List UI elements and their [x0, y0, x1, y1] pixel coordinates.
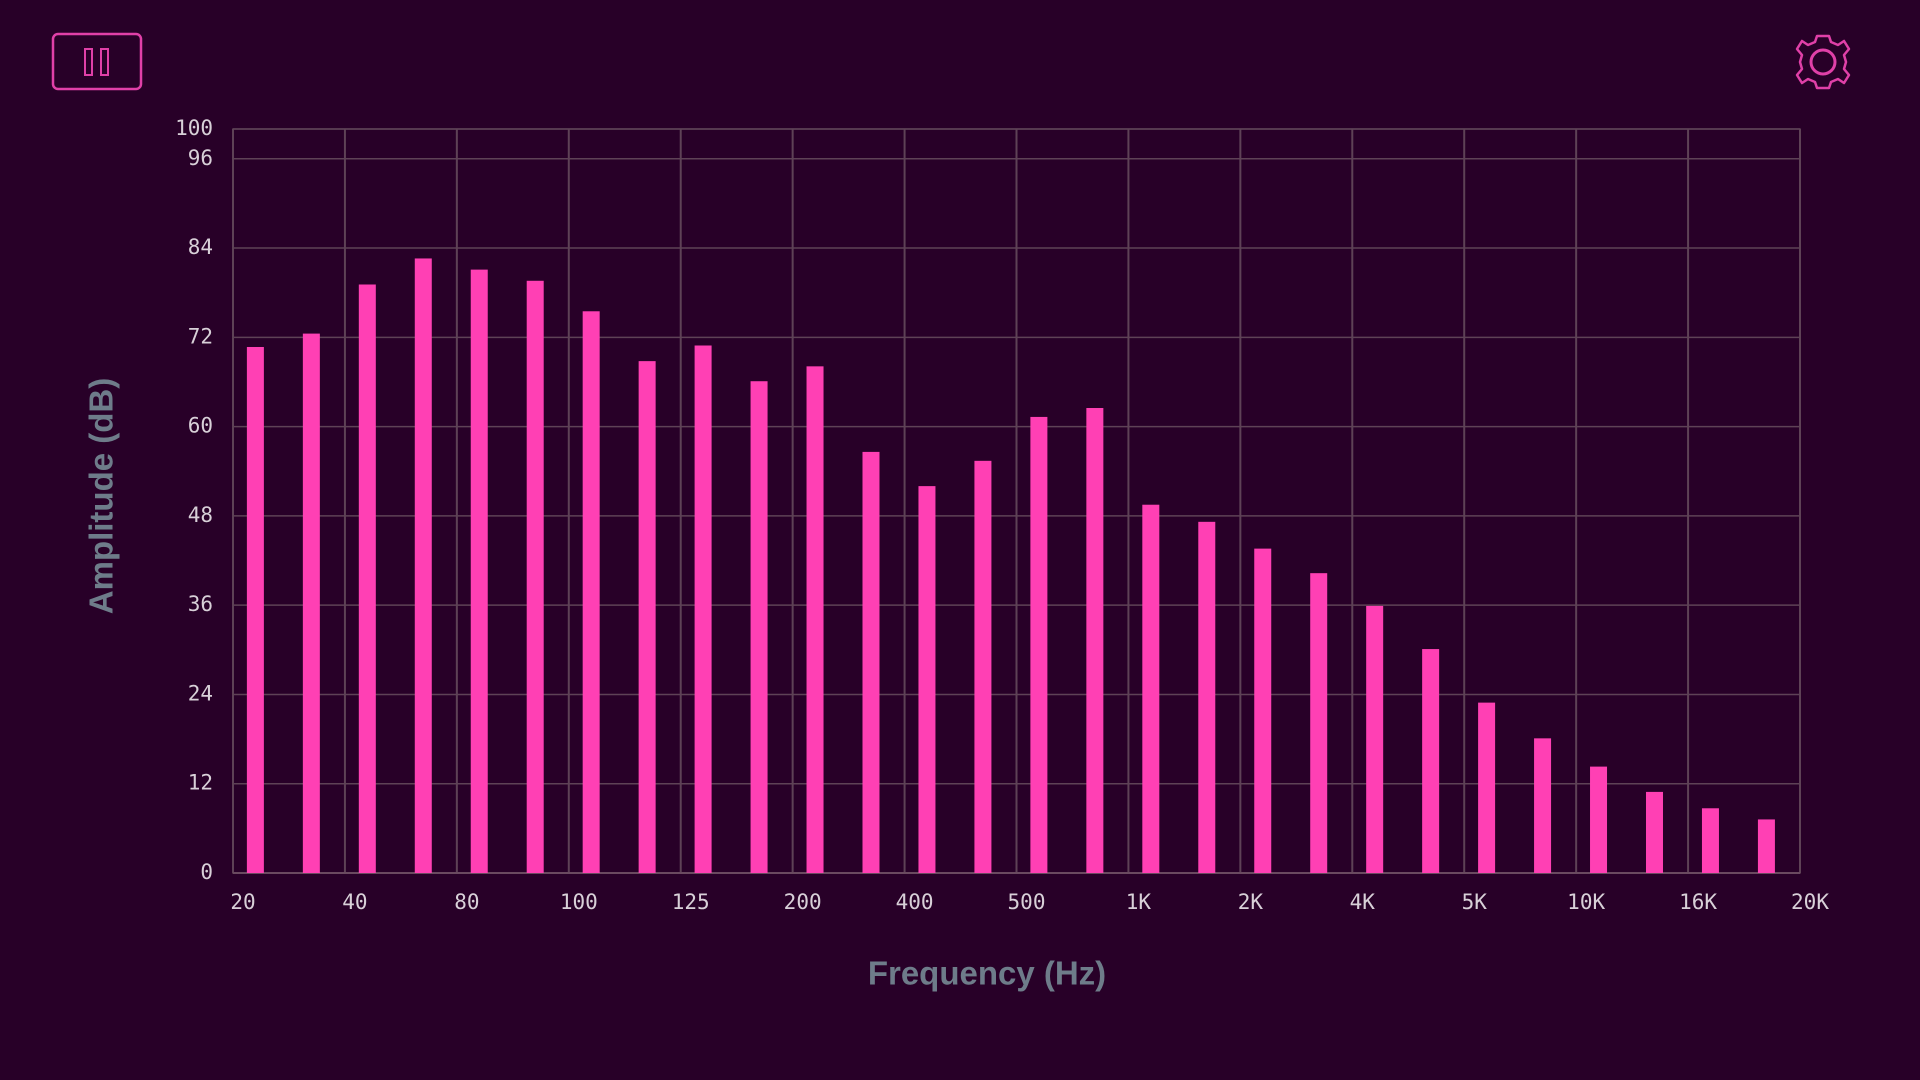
x-tick-label: 40: [342, 890, 367, 914]
x-tick-label: 125: [672, 890, 710, 914]
x-tick-label: 2K: [1238, 890, 1264, 914]
bar: [470, 269, 488, 874]
x-axis-title: Frequency (Hz): [868, 955, 1106, 992]
bar: [1422, 649, 1440, 873]
y-tick-label: 100: [175, 116, 213, 140]
bar: [1645, 791, 1663, 873]
x-tick-label: 100: [560, 890, 598, 914]
bar: [1534, 738, 1552, 873]
y-tick-label: 0: [200, 860, 213, 884]
bar: [1086, 408, 1104, 873]
y-tick-label: 84: [188, 235, 213, 259]
bar: [1142, 504, 1160, 873]
x-tick-label: 80: [454, 890, 479, 914]
bar: [1198, 521, 1216, 873]
y-tick-label: 72: [188, 324, 213, 348]
bar: [414, 258, 432, 873]
x-tick-label: 400: [896, 890, 934, 914]
x-tick-label: 1K: [1126, 890, 1152, 914]
pause-button[interactable]: [51, 32, 143, 91]
bar: [1310, 573, 1328, 873]
y-tick-label: 48: [188, 503, 213, 527]
bar: [638, 361, 656, 873]
gear-outline[interactable]: [1795, 34, 1851, 90]
bar: [302, 333, 320, 874]
bar: [1478, 702, 1496, 873]
bar: [582, 311, 600, 873]
bar: [694, 345, 712, 873]
pause-frame[interactable]: [51, 32, 143, 91]
settings-button[interactable]: [1795, 34, 1851, 90]
gear-hub[interactable]: [1809, 48, 1837, 76]
y-tick-label: 96: [188, 146, 213, 170]
x-tick-label: 200: [784, 890, 822, 914]
bar: [1757, 819, 1775, 873]
bar: [974, 460, 992, 873]
x-tick-label: 4K: [1350, 890, 1376, 914]
x-tick-label: 5K: [1462, 890, 1488, 914]
bar: [862, 451, 880, 873]
x-tick-label: 20: [230, 890, 255, 914]
x-tick-label: 20K: [1791, 890, 1829, 914]
pause-bar[interactable]: [100, 48, 109, 76]
bar: [750, 381, 768, 873]
x-tick-label: 10K: [1567, 890, 1605, 914]
bar: [526, 280, 544, 873]
pause-bar[interactable]: [84, 48, 93, 76]
y-axis-title: Amplitude (dB): [83, 378, 120, 614]
bar: [1590, 766, 1608, 873]
y-tick-label: 24: [188, 681, 213, 705]
y-tick-label: 60: [188, 414, 213, 438]
bar: [1254, 548, 1272, 873]
bar: [1030, 416, 1048, 873]
bar: [918, 486, 936, 873]
bar: [1701, 808, 1719, 873]
bar: [1366, 605, 1384, 873]
x-tick-label: 500: [1008, 890, 1046, 914]
bar: [806, 366, 824, 873]
bar: [246, 346, 264, 873]
x-tick-label: 16K: [1679, 890, 1717, 914]
bar: [358, 284, 376, 874]
y-tick-label: 36: [188, 592, 213, 616]
y-tick-label: 12: [188, 771, 213, 795]
